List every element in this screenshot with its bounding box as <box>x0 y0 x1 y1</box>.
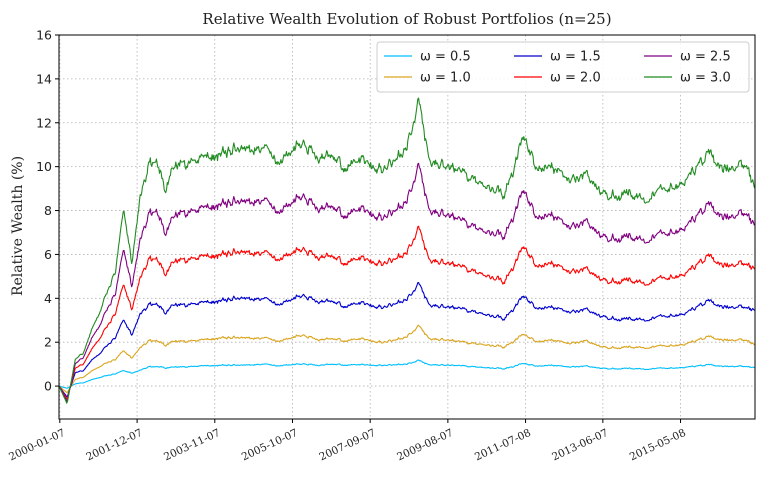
y-tick-label: 4 <box>44 291 52 306</box>
chart-title: Relative Wealth Evolution of Robust Port… <box>202 10 611 28</box>
series-layer <box>58 97 756 404</box>
legend-box <box>376 41 750 93</box>
y-tick-label: 14 <box>36 71 52 86</box>
series-line-3 <box>58 281 756 398</box>
legend-label: ω = 1.0 <box>420 71 471 86</box>
legend-label: ω = 2.5 <box>680 50 731 65</box>
series-line-1 <box>58 359 755 389</box>
series-line-4 <box>58 225 756 400</box>
y-tick-label: 6 <box>44 247 52 262</box>
plot-area-frame <box>58 34 756 420</box>
series-line-2 <box>58 324 756 394</box>
y-tick-label: 0 <box>44 379 52 394</box>
y-tick-label: 2 <box>44 335 52 350</box>
y-axis-label: Relative Wealth (%) <box>10 156 26 296</box>
legend-label: ω = 1.5 <box>550 50 601 65</box>
legend-label: ω = 0.5 <box>420 50 471 65</box>
series-line-6 <box>58 97 756 404</box>
legend: ω = 0.5 ω = 1.0 ω = 1.5 ω = 2.0 ω = 2.5 ω = 3… <box>376 41 750 93</box>
series-line-5 <box>58 162 756 402</box>
legend-label: ω = 3.0 <box>680 71 731 86</box>
legend-label: ω = 2.0 <box>550 71 601 86</box>
y-tick-label: 10 <box>36 159 52 174</box>
y-tick-label: 8 <box>44 203 52 218</box>
y-tick-label: 16 <box>36 28 52 43</box>
y-tick-label: 12 <box>36 115 52 130</box>
